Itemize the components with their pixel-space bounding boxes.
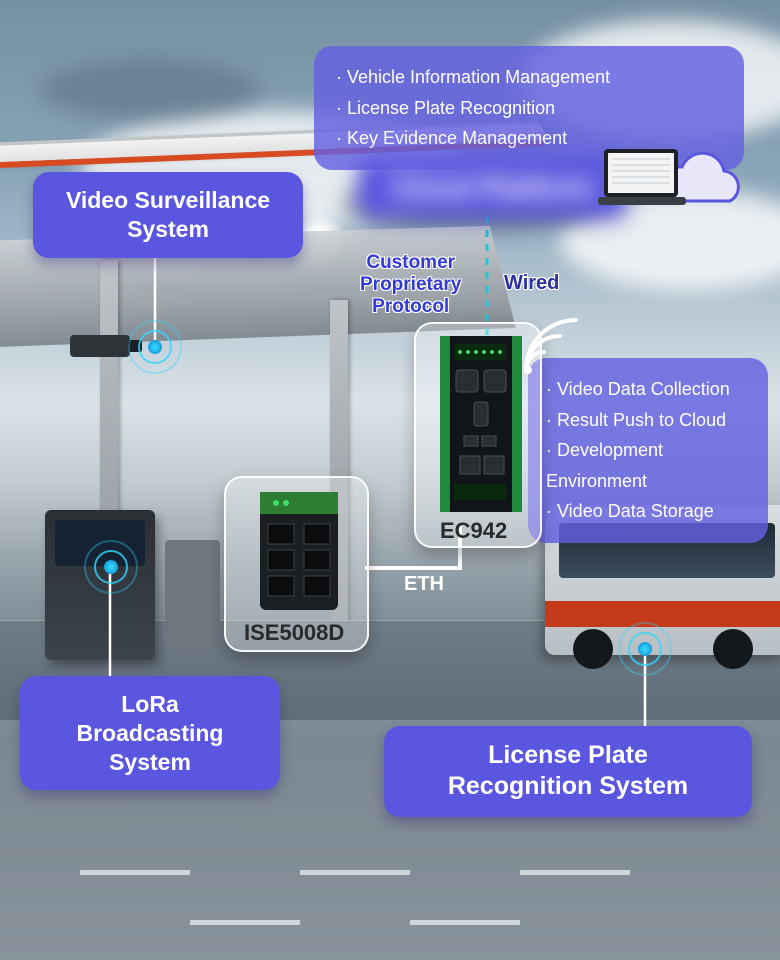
lane-mark: [300, 870, 411, 875]
pulse-marker: [628, 632, 662, 666]
link-label-wired: Wired: [504, 272, 559, 295]
device-label-edge: EC942: [440, 518, 507, 544]
edge-feature-item: Video Data Storage: [546, 496, 750, 527]
lane-mark: [80, 870, 191, 875]
callout-line: System: [46, 748, 254, 777]
lane-mark: [190, 920, 301, 925]
cloud-feature-item: Vehicle Information Management: [336, 62, 722, 93]
cloud-platform-title: Cloud Platform: [392, 172, 593, 203]
link-label-proprietary: Customer Proprietary Protocol: [360, 252, 461, 318]
cloud-laptop-icon: [598, 143, 738, 228]
lora-broadcasting-callout: LoRa Broadcasting System: [20, 676, 280, 790]
link-label-eth: ETH: [404, 573, 444, 596]
lane-mark: [410, 920, 521, 925]
label-line: Protocol: [360, 296, 461, 318]
callout-line: Video Surveillance: [59, 186, 277, 215]
pulse-marker: [94, 550, 128, 584]
diagram-stage: Vehicle Information Management License P…: [0, 0, 780, 960]
cloud-platform-callout: Cloud Platform: [358, 158, 627, 217]
lane-mark: [520, 870, 631, 875]
sky-cloud-dark: [40, 60, 260, 120]
callout-line: Recognition System: [410, 771, 726, 802]
callout-line: LoRa Broadcasting: [46, 690, 254, 748]
label-line: Proprietary: [360, 274, 461, 296]
cloud-feature-item: License Plate Recognition: [336, 93, 722, 124]
license-plate-callout: License Plate Recognition System: [384, 726, 752, 817]
edge-feature-item: Development Environment: [546, 435, 750, 496]
label-line: Customer: [360, 252, 461, 274]
video-surveillance-callout: Video Surveillance System: [33, 172, 303, 258]
device-label-switch: ISE5008D: [244, 620, 344, 646]
wifi-signal-icon: [520, 312, 590, 387]
switch-device-icon: [226, 478, 371, 628]
surveillance-camera: [70, 335, 130, 357]
callout-line: License Plate: [410, 740, 726, 771]
pulse-marker: [138, 330, 172, 364]
edge-feature-item: Result Push to Cloud: [546, 405, 750, 436]
fuel-pump: [165, 540, 220, 650]
callout-line: System: [59, 215, 277, 244]
